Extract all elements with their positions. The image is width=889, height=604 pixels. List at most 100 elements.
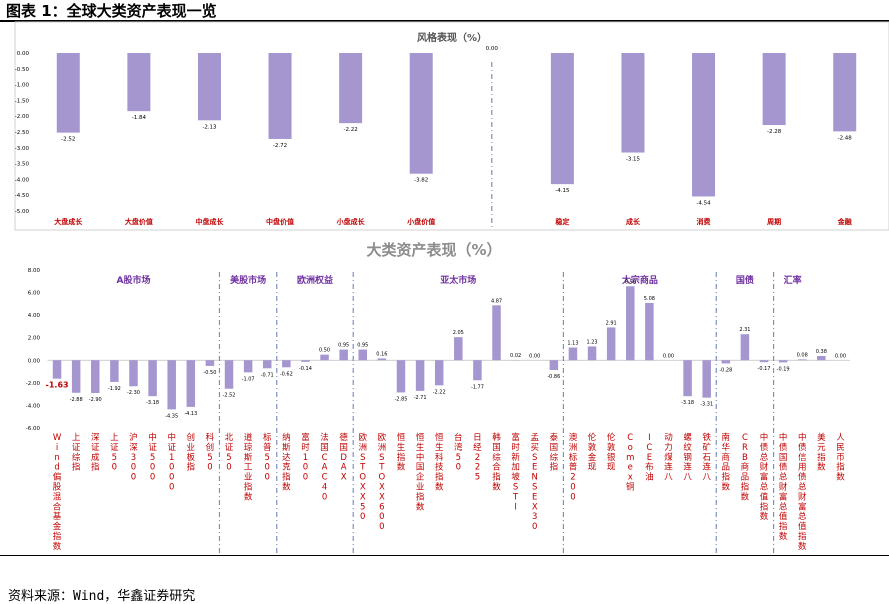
category-label: 韩国综合指数 [492, 432, 501, 493]
category-label-char: 数 [435, 482, 444, 493]
category-label-char: 0 [570, 483, 575, 493]
category-label-char: 债 [798, 442, 807, 453]
category-label-char: 生 [416, 442, 425, 453]
category-label-char: x [628, 473, 633, 483]
category-label-char: 5 [112, 453, 117, 463]
category-label-char: 新 [511, 452, 520, 463]
bar-value-label: 0.95 [357, 343, 368, 349]
y-tick-label: -4.00 [26, 403, 41, 409]
category-label-char: 证 [148, 443, 157, 453]
category-label-char: 2 [475, 463, 480, 473]
category-label-char: N [532, 473, 538, 483]
category-label-char: 矿 [702, 442, 711, 453]
category-label-char: 中 [779, 432, 788, 443]
category-label-char: 总 [760, 482, 769, 493]
bar [779, 360, 788, 362]
category-label-char: 财 [779, 482, 788, 493]
category-label-char: 法 [320, 432, 329, 443]
category-label-char: 0 [169, 473, 174, 483]
category-label-char: 5 [150, 453, 155, 463]
category-label-char: 总 [760, 452, 769, 463]
category-label-char: 铜 [626, 482, 635, 493]
bar-value-label: -0.17 [758, 366, 771, 372]
category-label-char: d [54, 463, 59, 473]
category-label-char: 值 [798, 521, 807, 532]
category-label-char: 财 [760, 462, 769, 473]
category-label-char: 人 [836, 433, 845, 443]
category-label-char: 5 [475, 473, 480, 483]
bar [129, 360, 138, 386]
bar-value-label: -4.13 [184, 411, 197, 417]
category-label-char: 德 [339, 432, 348, 443]
category-label-char: S [379, 453, 384, 463]
bar-value-label: -1.07 [242, 376, 255, 382]
category-label-char: 5 [456, 453, 461, 463]
category-label-char: C [646, 443, 652, 453]
category-label-char: 企 [416, 472, 425, 483]
category-label-char: 总 [779, 472, 788, 483]
category-label-char: 1 [303, 453, 308, 463]
bar-value-label: 2.05 [453, 330, 464, 336]
bar [722, 360, 731, 363]
category-label-char: 敦 [607, 442, 616, 453]
category-label-char: 伦 [588, 432, 597, 443]
bar-value-label: 1.23 [586, 339, 597, 345]
category-label-char: 财 [798, 491, 807, 502]
bar [53, 360, 62, 378]
category-label-char: 欧 [378, 432, 387, 443]
bar-value-label: 2.91 [606, 320, 617, 326]
category-label-char: 指 [282, 472, 291, 483]
category-label: 美元指数 [817, 432, 826, 473]
bar-value-label: -0.86 [547, 374, 560, 380]
category-label-char: 生 [397, 442, 406, 453]
group-label: 国债 [736, 274, 754, 286]
category-label-char: 国 [339, 443, 348, 453]
category-label-char: 证 [225, 443, 234, 453]
category-label-char: 富 [511, 432, 520, 443]
category-label-char: 技 [435, 462, 444, 473]
category-label-char: 用 [798, 463, 807, 473]
category-label-char: 0 [169, 463, 174, 473]
y-tick-label: -2.00 [26, 381, 41, 387]
category-label-char: B [742, 453, 748, 463]
category-label-char: 偏 [53, 472, 62, 483]
category-label-char: S [532, 453, 537, 463]
category-label-char: 0 [112, 463, 117, 473]
category-label-char: 合 [53, 501, 62, 512]
category-label-char: R [742, 443, 748, 453]
bar [702, 360, 711, 397]
category-label-char: 指 [817, 452, 826, 463]
category-label: 创业板指 [187, 432, 196, 473]
category-label-char: 0 [169, 483, 174, 493]
category-label-char: 股 [53, 483, 62, 493]
bar [110, 360, 119, 382]
category-label-char: S [513, 483, 518, 493]
category-label-char: 指 [492, 472, 501, 483]
bar [91, 360, 100, 393]
category-label-char: 0 [226, 463, 231, 473]
category-label-char: 债 [779, 462, 788, 473]
category-label: 铁矿石连八 [702, 432, 711, 483]
bar [359, 350, 368, 361]
bar [741, 334, 750, 360]
category-label-char: 达 [282, 452, 291, 463]
category-label-char: 0 [532, 522, 537, 532]
bar [397, 360, 406, 392]
bar [607, 327, 616, 360]
bar-value-label: 2.31 [739, 327, 750, 333]
bar-value-label: 4.87 [491, 298, 502, 304]
category-label-char: 八 [664, 473, 673, 483]
category-label-char: 日 [473, 433, 482, 443]
category-label-char: 指 [798, 531, 807, 542]
category-label-char: C [742, 433, 748, 443]
category-label-char: 富 [779, 491, 788, 502]
category-label-char: 钢 [683, 452, 692, 463]
bar-value-label: -2.88 [70, 397, 83, 403]
